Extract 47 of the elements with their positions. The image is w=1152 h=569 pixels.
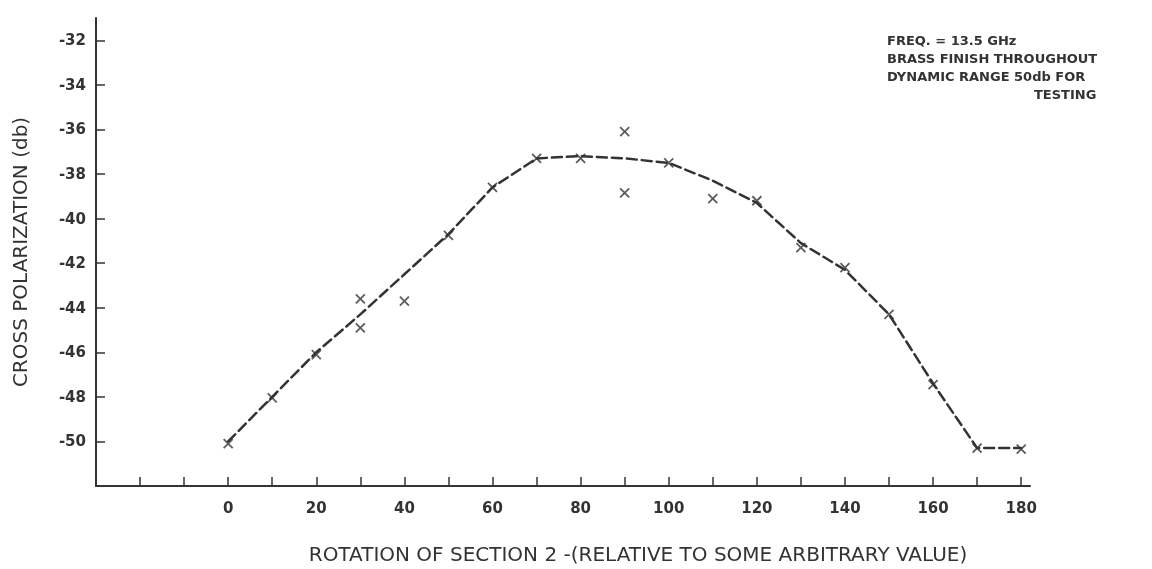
point xyxy=(1015,443,1027,455)
annotation: FREQ. = 13.5 GHz xyxy=(887,33,1017,48)
y-axis-title: CROSS POLARIZATION (db) xyxy=(8,116,32,388)
y-tick-label: -42 xyxy=(58,254,86,273)
x-tick-label: 140 xyxy=(829,498,861,517)
x-tick-label: 20 xyxy=(305,498,327,517)
x-tick-label: 180 xyxy=(1005,498,1037,517)
y-tick-label: -46 xyxy=(58,343,86,362)
point xyxy=(222,438,234,450)
y-tick-label: -32 xyxy=(58,31,86,50)
x-tick-label: 60 xyxy=(482,498,503,517)
x-tick-label: 100 xyxy=(653,498,685,517)
y-tick-label: -34 xyxy=(58,75,86,94)
point xyxy=(310,349,322,360)
annotation: BRASS FINISH THROUGHOUT xyxy=(887,51,1098,66)
point xyxy=(839,262,851,273)
point xyxy=(531,153,542,164)
y-tick-label: -48 xyxy=(58,387,86,406)
point xyxy=(354,293,366,305)
point xyxy=(487,181,498,193)
point xyxy=(883,309,895,320)
text: TESTING xyxy=(1034,87,1097,102)
point xyxy=(795,242,807,253)
point xyxy=(663,157,675,169)
x-tick-label: 40 xyxy=(393,498,415,517)
x-tick-label: 0 xyxy=(222,498,234,517)
y-tick-label: -36 xyxy=(58,120,86,139)
point xyxy=(751,195,763,207)
point xyxy=(575,153,587,164)
x-tick-label: 160 xyxy=(917,498,949,517)
y-tick-label: -38 xyxy=(58,165,86,183)
y-tick-label: -44 xyxy=(58,298,86,317)
point xyxy=(266,392,278,404)
point xyxy=(443,229,454,241)
x-tick-label: 80 xyxy=(570,498,592,517)
annotation: DYNAMIC RANGE 50db FOR xyxy=(887,69,1086,84)
point xyxy=(619,126,631,138)
point xyxy=(399,295,410,307)
point xyxy=(927,379,939,390)
point xyxy=(354,322,366,334)
point xyxy=(619,187,631,199)
y-tick-label: -50 xyxy=(58,432,86,451)
point xyxy=(971,442,983,454)
y-tick-label: -40 xyxy=(58,209,86,228)
x-tick-label: 120 xyxy=(741,498,773,517)
x-axis-title: ROTATION OF SECTION 2 -(RELATIVE TO SOME ARBITRARY VALUE) xyxy=(308,542,968,566)
point xyxy=(707,193,719,204)
